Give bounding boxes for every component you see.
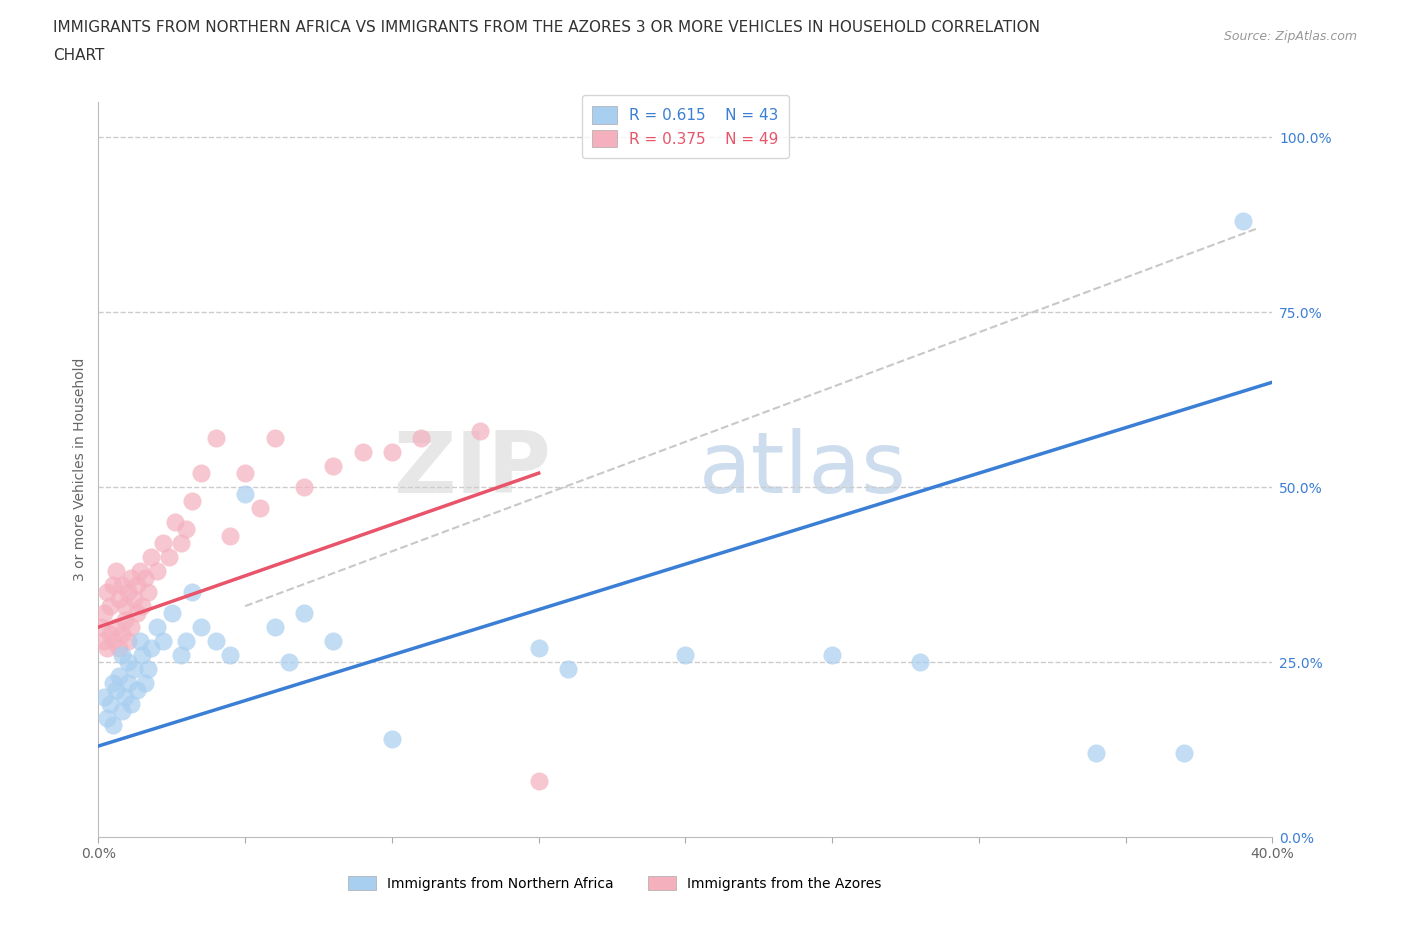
Point [190,466,212,481]
Point [219,528,242,543]
Point [93,633,115,648]
Point [169,647,191,662]
Point [101,675,124,690]
Point [120,619,142,634]
Point [114,599,136,614]
Point [675,647,697,662]
Point [146,564,169,578]
Point [190,619,212,634]
Point [1173,746,1195,761]
Point [152,633,174,648]
Point [111,578,134,592]
Point [910,655,932,670]
Point [131,599,153,614]
Point [136,585,159,600]
Point [98,697,121,711]
Text: CHART: CHART [53,48,105,63]
Point [117,633,139,648]
Point [233,466,256,481]
Point [141,550,163,565]
Point [101,578,124,592]
Point [527,641,550,656]
Point [411,431,433,445]
Point [122,591,145,606]
Point [128,633,150,648]
Text: IMMIGRANTS FROM NORTHERN AFRICA VS IMMIGRANTS FROM THE AZORES 3 OR MORE VEHICLES: IMMIGRANTS FROM NORTHERN AFRICA VS IMMIG… [53,20,1040,35]
Point [108,591,131,606]
Point [176,633,198,648]
Point [292,605,315,620]
Point [1085,746,1108,761]
Point [117,585,139,600]
Point [101,633,124,648]
Point [278,655,301,670]
Point [120,697,142,711]
Point [93,605,115,620]
Text: Source: ZipAtlas.com: Source: ZipAtlas.com [1223,30,1357,43]
Point [90,619,112,634]
Point [352,445,374,459]
Point [527,774,550,789]
Point [125,605,148,620]
Point [114,690,136,705]
Point [157,550,180,565]
Point [821,647,844,662]
Y-axis label: 3 or more Vehicles in Household: 3 or more Vehicles in Household [73,358,87,581]
Point [117,655,139,670]
Point [233,486,256,501]
Point [557,661,579,676]
Point [122,661,145,676]
Point [125,683,148,698]
Point [114,613,136,628]
Point [111,647,134,662]
Point [117,675,139,690]
Legend: Immigrants from Northern Africa, Immigrants from the Azores: Immigrants from Northern Africa, Immigra… [343,870,887,897]
Point [263,619,285,634]
Point [381,732,404,747]
Point [468,424,491,439]
Point [108,669,131,684]
Point [93,690,115,705]
Point [146,619,169,634]
Point [120,571,142,586]
Point [98,627,121,642]
Point [111,704,134,719]
Point [322,458,344,473]
Point [125,578,148,592]
Point [322,633,344,648]
Point [101,718,124,733]
Point [134,675,156,690]
Point [163,514,186,529]
Point [98,599,121,614]
Point [131,647,153,662]
Point [205,633,228,648]
Point [249,500,271,515]
Point [176,522,198,537]
Point [108,641,131,656]
Point [205,431,228,445]
Point [105,564,128,578]
Text: atlas: atlas [699,428,907,512]
Point [292,480,315,495]
Point [181,585,204,600]
Point [96,711,118,725]
Point [111,627,134,642]
Point [181,494,204,509]
Point [96,585,118,600]
Point [381,445,404,459]
Point [134,571,156,586]
Point [219,647,242,662]
Point [263,431,285,445]
Point [96,641,118,656]
Point [105,619,128,634]
Point [136,661,159,676]
Point [141,641,163,656]
Point [128,564,150,578]
Point [105,683,128,698]
Point [160,605,183,620]
Point [169,536,191,551]
Point [152,536,174,551]
Text: ZIP: ZIP [392,428,550,512]
Point [1232,214,1254,229]
